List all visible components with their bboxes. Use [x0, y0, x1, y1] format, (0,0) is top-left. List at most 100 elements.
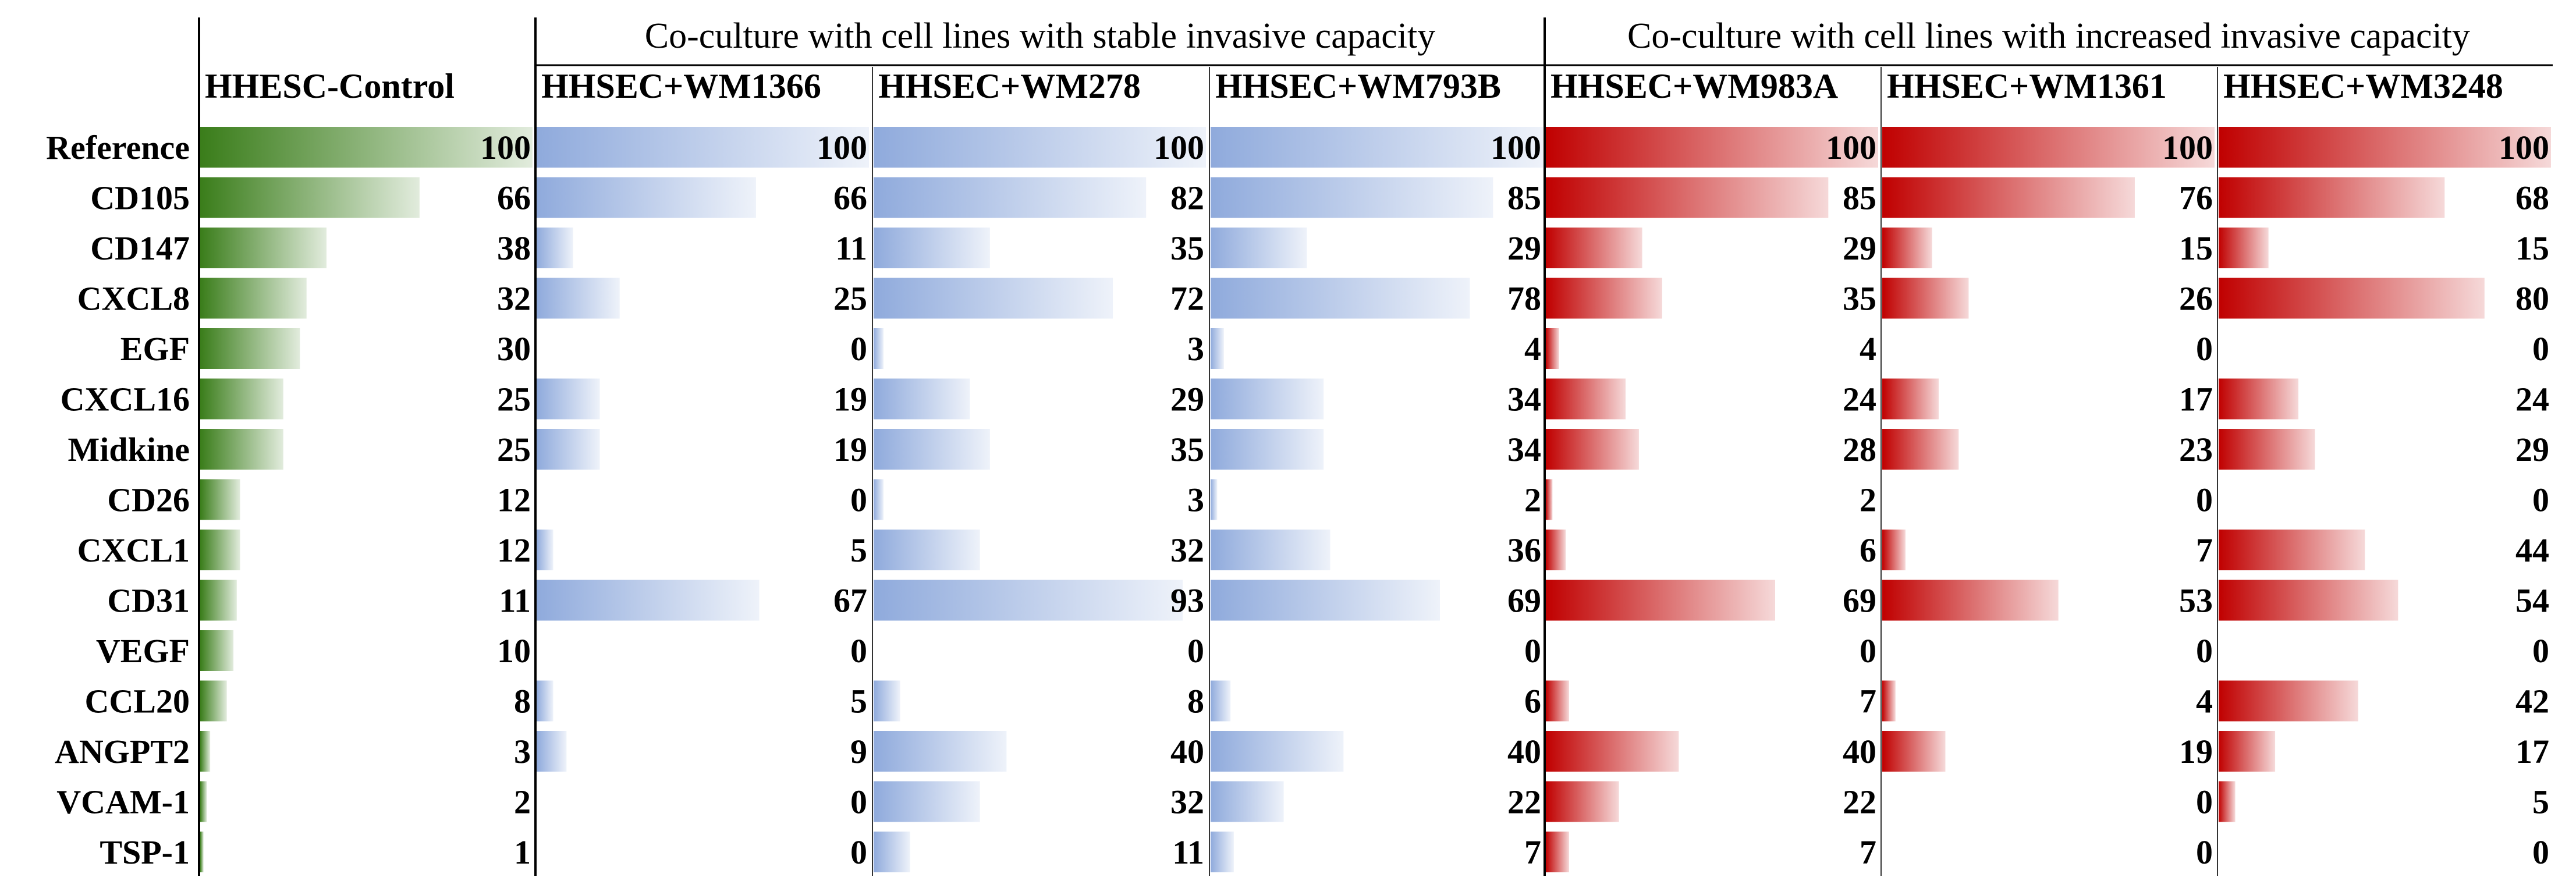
value-label: 100	[1154, 129, 1204, 166]
value-label: 3	[1187, 481, 1204, 519]
bar	[1546, 177, 1829, 218]
value-label: 34	[1507, 381, 1541, 418]
value-label: 2	[1860, 481, 1876, 519]
value-label: 40	[1170, 733, 1204, 770]
value-label: 0	[2196, 632, 2213, 670]
value-label: 44	[2515, 531, 2549, 569]
value-label: 15	[2515, 229, 2549, 267]
bar	[1211, 278, 1470, 319]
row-label: CD147	[90, 229, 190, 267]
value-label: 26	[2179, 280, 2213, 318]
bar	[1546, 328, 1559, 369]
row-label: CXCL16	[61, 381, 190, 418]
value-label: 19	[833, 381, 867, 418]
row-label: CD31	[107, 582, 190, 620]
bar	[1546, 127, 1878, 168]
value-label: 53	[2179, 582, 2213, 620]
group-title: Co-culture with cell lines with increase…	[1627, 16, 2470, 56]
row-label: Reference	[46, 129, 190, 166]
bar	[1546, 228, 1642, 268]
value-label: 40	[1843, 733, 1876, 770]
bar	[537, 378, 600, 420]
bar	[1546, 781, 1619, 822]
bar	[1882, 228, 1932, 268]
bar	[2219, 680, 2358, 722]
value-label: 29	[2515, 431, 2549, 468]
row-label: CD105	[90, 179, 190, 217]
value-label: 0	[1187, 632, 1204, 670]
column-header: HHSEC+WM278	[878, 67, 1141, 105]
bar	[874, 680, 900, 722]
bar	[200, 479, 240, 520]
bar	[2219, 580, 2398, 621]
bar	[2219, 177, 2445, 218]
value-label: 7	[1524, 833, 1541, 871]
value-label: 78	[1507, 280, 1541, 318]
bar	[874, 731, 1007, 772]
value-label: 7	[1860, 833, 1876, 871]
bar	[200, 731, 211, 772]
value-label: 100	[817, 129, 867, 166]
value-label: 5	[850, 531, 867, 569]
value-label: 36	[1507, 531, 1541, 569]
group-title: Co-culture with cell lines with stable i…	[645, 16, 1435, 56]
value-label: 11	[499, 582, 531, 620]
row-label: CXCL8	[77, 280, 190, 318]
value-label: 0	[2196, 783, 2213, 821]
value-label: 100	[2499, 129, 2549, 166]
value-label: 9	[850, 733, 867, 770]
value-label: 100	[1491, 129, 1541, 166]
bar	[1546, 580, 1775, 621]
value-label: 19	[2179, 733, 2213, 770]
value-label: 69	[1507, 582, 1541, 620]
column-header: HHSEC+WM1366	[541, 67, 821, 105]
value-label: 68	[2515, 179, 2549, 217]
value-label: 5	[2532, 783, 2549, 821]
bar	[1211, 479, 1218, 520]
bar	[1882, 127, 2215, 168]
bar	[2219, 378, 2299, 420]
bar	[1546, 832, 1569, 872]
bar	[1211, 832, 1234, 872]
value-label: 35	[1170, 229, 1204, 267]
value-label: 40	[1507, 733, 1541, 770]
bar	[1882, 731, 1946, 772]
bar	[200, 630, 234, 671]
value-label: 8	[514, 683, 531, 720]
bar	[200, 278, 307, 319]
value-label: 0	[1524, 632, 1541, 670]
bars	[200, 127, 2551, 872]
row-label: VEGF	[96, 632, 190, 670]
value-label: 0	[850, 330, 867, 368]
bar	[1882, 580, 2059, 621]
bar	[537, 228, 573, 268]
bar	[1546, 680, 1569, 722]
value-label: 0	[850, 833, 867, 871]
value-label: 0	[2532, 833, 2549, 871]
bar	[874, 781, 980, 822]
bar	[1546, 479, 1553, 520]
column-header: HHSEC+WM3248	[2223, 67, 2503, 105]
value-label: 7	[1860, 683, 1876, 720]
value-label: 69	[1843, 582, 1876, 620]
bar	[1211, 731, 1344, 772]
column-header: HHESC-Control	[205, 67, 455, 105]
bar	[200, 832, 204, 872]
value-label: 19	[833, 431, 867, 468]
value-label: 35	[1170, 431, 1204, 468]
value-label: 0	[850, 632, 867, 670]
value-label: 24	[1843, 381, 1876, 418]
value-label: 32	[497, 280, 531, 318]
value-label: 1	[514, 833, 531, 871]
bar	[1211, 378, 1324, 420]
bar	[1211, 177, 1493, 218]
value-label: 0	[850, 481, 867, 519]
bar	[874, 278, 1113, 319]
value-label: 93	[1170, 582, 1204, 620]
bar	[200, 580, 237, 621]
value-label: 100	[2162, 129, 2213, 166]
value-label: 35	[1843, 280, 1876, 318]
value-label: 7	[2196, 531, 2213, 569]
bar	[2219, 278, 2485, 319]
bar	[1882, 278, 1969, 319]
